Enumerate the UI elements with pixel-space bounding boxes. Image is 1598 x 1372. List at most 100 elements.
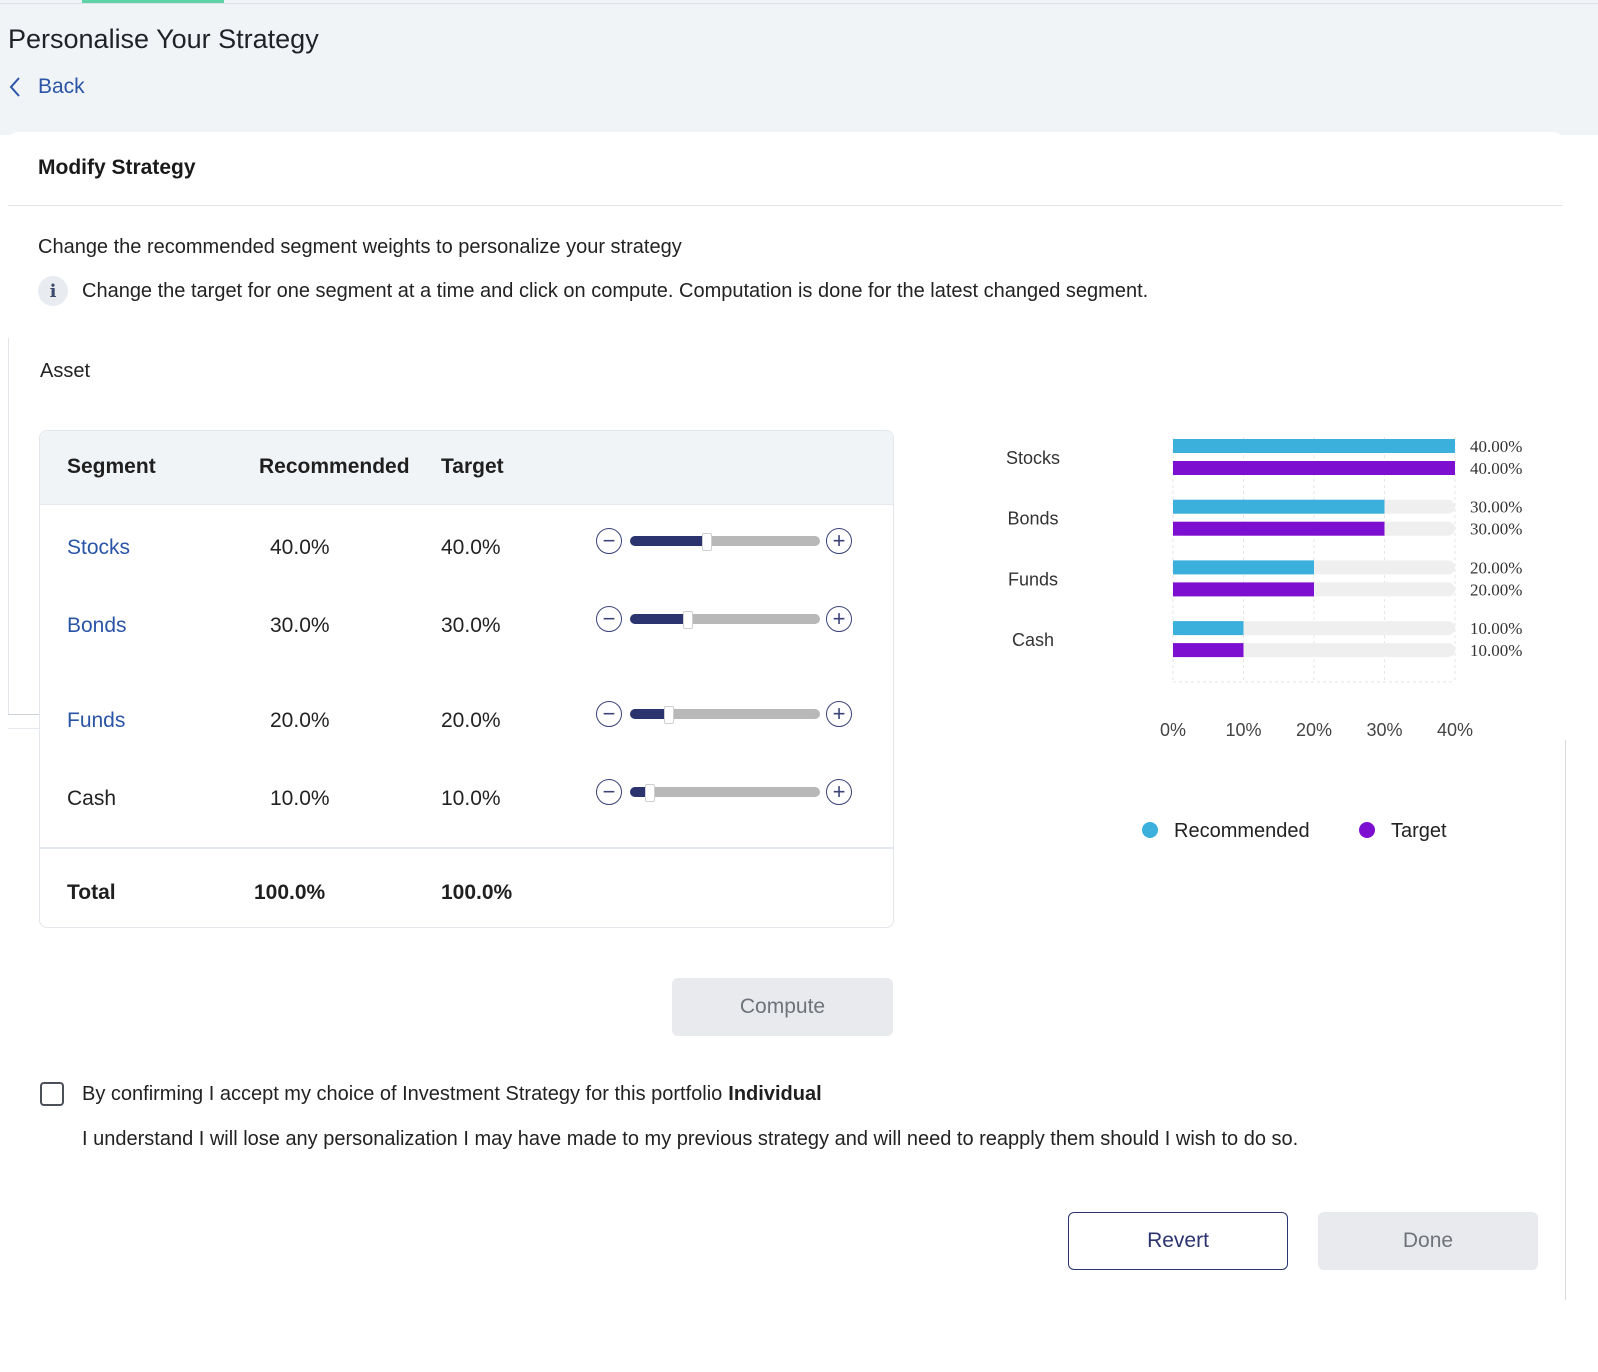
confirmation-row: By confirming I accept my choice of Inve… [40,1082,822,1106]
decrease-button[interactable]: − [596,701,622,727]
x-tick-label: 30% [1366,720,1402,740]
bar [1173,621,1244,636]
target-slider: − + [596,528,856,558]
slider-fill [630,787,649,797]
modify-strategy-card: Modify Strategy Change the recommended s… [8,132,1563,1372]
divider [8,728,39,729]
slider-thumb[interactable] [702,533,712,551]
x-tick-label: 0% [1160,720,1186,740]
divider [1565,740,1566,1300]
column-header-target: Target [441,455,504,478]
confirm-text: By confirming I accept my choice of Inve… [82,1082,723,1105]
revert-button[interactable]: Revert [1068,1212,1288,1270]
category-label: Bonds [1007,509,1058,529]
target-value: 30.0% [441,614,501,637]
legend-label: Target [1391,820,1447,842]
data-label: 40.00% [1470,459,1522,478]
table-row: Stocks 40.0% 40.0% − + [40,528,893,568]
increase-button[interactable]: + [826,606,852,632]
divider [8,714,39,715]
segment-link-stocks[interactable]: Stocks [67,536,131,559]
column-header-segment: Segment [67,455,156,478]
increase-button[interactable]: + [826,701,852,727]
decrease-button[interactable]: − [596,779,622,805]
recommended-value: 10.0% [270,787,330,810]
bar [1173,461,1455,475]
slider-thumb[interactable] [664,706,674,724]
card-title: Modify Strategy [38,156,196,179]
segment-weights-table: Segment Recommended Target Stocks 40.0% … [39,430,894,928]
segment-link-bonds[interactable]: Bonds [67,614,127,637]
total-divider [40,847,893,849]
done-button[interactable]: Done [1318,1212,1538,1270]
table-row: Cash 10.0% 10.0% − + [40,779,893,819]
target-value: 20.0% [441,709,501,732]
category-label: Stocks [1006,448,1060,468]
page-title: Personalise Your Strategy [8,24,319,54]
decrease-button[interactable]: − [596,606,622,632]
data-label: 20.00% [1470,558,1522,577]
intro-text: Change the recommended segment weights t… [38,236,682,258]
recommended-value: 30.0% [270,614,330,637]
target-slider: − + [596,606,856,636]
chevron-left-icon [9,77,20,97]
slider-fill [630,709,668,719]
portfolio-name: Individual [728,1082,822,1105]
divider [8,338,9,714]
table-header: Segment Recommended Target [40,431,893,505]
data-label: 20.00% [1470,580,1522,599]
data-label: 30.00% [1470,520,1522,539]
confirm-checkbox[interactable] [40,1082,64,1106]
bar [1173,582,1314,597]
slider-track[interactable] [630,706,820,724]
increase-button[interactable]: + [826,779,852,805]
bar [1173,643,1244,658]
slider-thumb[interactable] [683,611,693,629]
total-recommended: 100.0% [254,881,326,904]
target-value: 10.0% [441,787,501,810]
table-row: Funds 20.0% 20.0% − + [40,701,893,741]
asset-section-label: Asset [40,360,91,382]
data-label: 10.00% [1470,619,1522,638]
target-slider: − + [596,779,856,809]
segment-link-funds[interactable]: Funds [67,709,126,732]
active-tab-indicator [82,0,224,3]
recommended-value: 40.0% [270,536,330,559]
x-tick-label: 20% [1296,720,1332,740]
page-header-band: Personalise Your Strategy Back [0,0,1598,135]
bar [1173,560,1314,575]
allocation-bar-chart: Stocks 40.00% 40.00% Bonds 30.00% 30.00% Funds… [1006,437,1522,842]
legend-marker [1142,822,1158,838]
bar [1173,499,1385,514]
card-header: Modify Strategy [8,132,1563,206]
info-text: Change the target for one segment at a t… [82,279,1149,302]
slider-track[interactable] [630,611,820,629]
top-border [0,3,1598,4]
bar [1173,439,1455,453]
compute-button[interactable]: Compute [672,978,893,1036]
back-link[interactable]: Back [8,75,85,99]
data-label: 40.00% [1470,437,1522,456]
data-label: 10.00% [1470,641,1522,660]
category-label: Funds [1008,569,1058,589]
segment-label-cash: Cash [67,787,117,810]
slider-track[interactable] [630,533,820,551]
total-row: Total 100.0% 100.0% [40,873,893,913]
back-label: Back [38,75,85,98]
bar [1173,521,1385,536]
slider-track[interactable] [630,784,820,802]
target-value: 40.0% [441,536,501,559]
data-label: 30.00% [1470,498,1522,517]
slider-thumb[interactable] [645,784,655,802]
slider-fill [630,614,687,624]
total-target: 100.0% [441,881,513,904]
legend-label: Recommended [1174,820,1310,842]
target-slider: − + [596,701,856,731]
legend-marker [1359,822,1375,838]
decrease-button[interactable]: − [596,528,622,554]
recommended-value: 20.0% [270,709,330,732]
increase-button[interactable]: + [826,528,852,554]
slider-fill [630,536,706,546]
info-message: i Change the target for one segment at a… [38,276,1148,306]
x-tick-label: 10% [1225,720,1261,740]
